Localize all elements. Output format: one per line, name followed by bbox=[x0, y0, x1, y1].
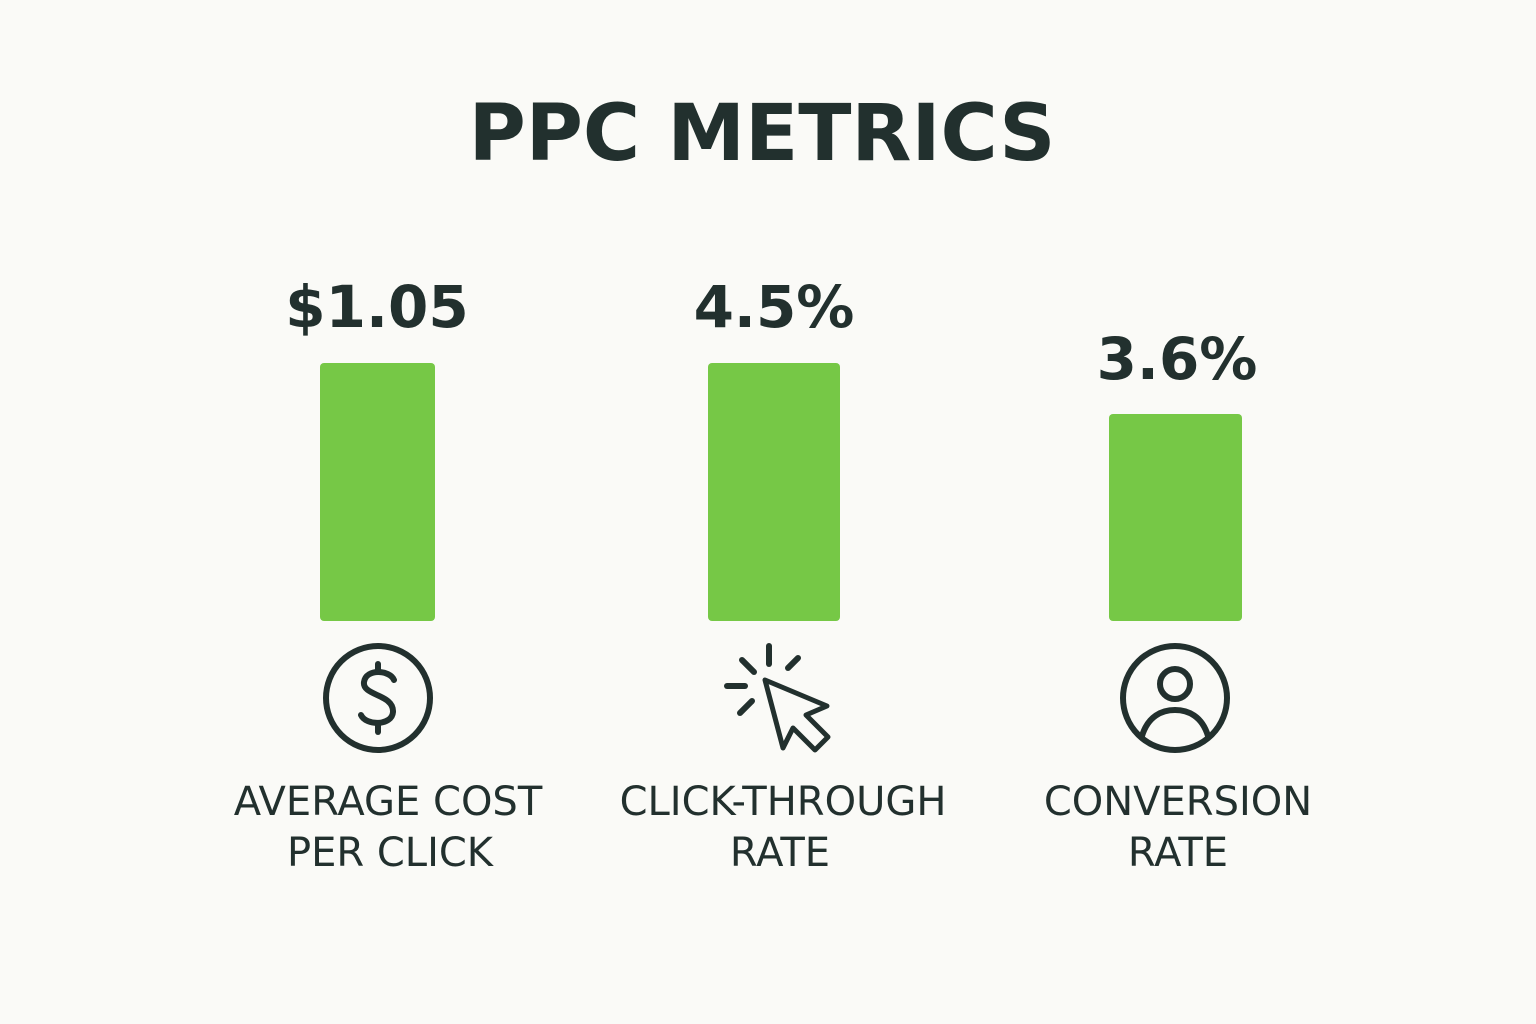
bar bbox=[708, 363, 840, 621]
metric-label: PER CLICK bbox=[287, 830, 495, 876]
metric-label: AVERAGE COST bbox=[234, 779, 543, 825]
metric-value: $1.05 bbox=[285, 273, 468, 341]
metric-label: RATE bbox=[730, 830, 830, 876]
metric-label: CONVERSION bbox=[1044, 779, 1312, 825]
user-icon bbox=[1120, 643, 1230, 753]
click-icon bbox=[724, 643, 831, 753]
metric-label: RATE bbox=[1128, 830, 1228, 876]
metric-value: 3.6% bbox=[1097, 325, 1258, 393]
metric-label: CLICK-THROUGH bbox=[620, 779, 947, 825]
dollar-icon bbox=[323, 643, 433, 753]
bar bbox=[320, 363, 435, 621]
title: PPC METRICS bbox=[469, 89, 1056, 179]
bar bbox=[1109, 414, 1242, 621]
metric-value: 4.5% bbox=[694, 273, 855, 341]
